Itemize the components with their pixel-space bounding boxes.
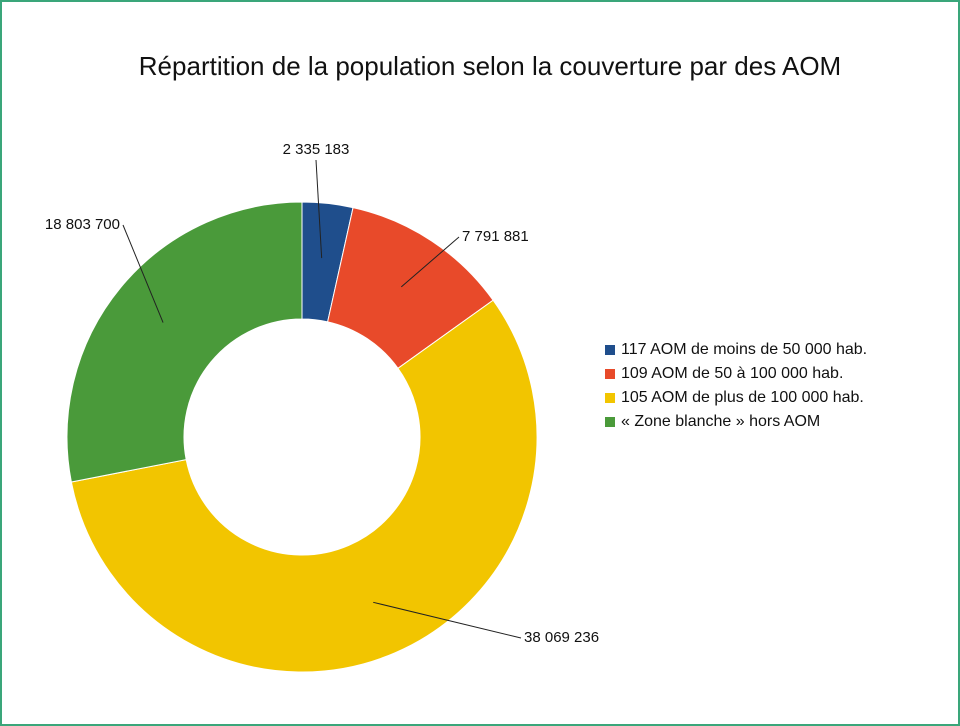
legend-swatch — [605, 369, 615, 379]
leader-line — [400, 236, 460, 288]
leader-line — [373, 601, 522, 639]
leader-line — [122, 224, 164, 323]
data-label: 7 791 881 — [462, 228, 529, 245]
legend-label: « Zone blanche » hors AOM — [621, 413, 820, 430]
legend-swatch — [605, 393, 615, 403]
legend-label: 117 AOM de moins de 50 000 hab. — [621, 341, 867, 358]
data-label: 38 069 236 — [524, 629, 599, 646]
donut-slice — [70, 299, 538, 673]
legend-label: 109 AOM de 50 à 100 000 hab. — [621, 365, 843, 382]
data-label: 2 335 183 — [283, 141, 350, 158]
data-label: 18 803 700 — [45, 216, 120, 233]
legend-swatch — [605, 345, 615, 355]
chart-title: Répartition de la population selon la co… — [139, 51, 841, 81]
legend-label: 105 AOM de plus de 100 000 hab. — [621, 389, 864, 406]
donut-slice — [66, 201, 303, 483]
leader-line — [315, 159, 323, 259]
legend-swatch — [605, 417, 615, 427]
